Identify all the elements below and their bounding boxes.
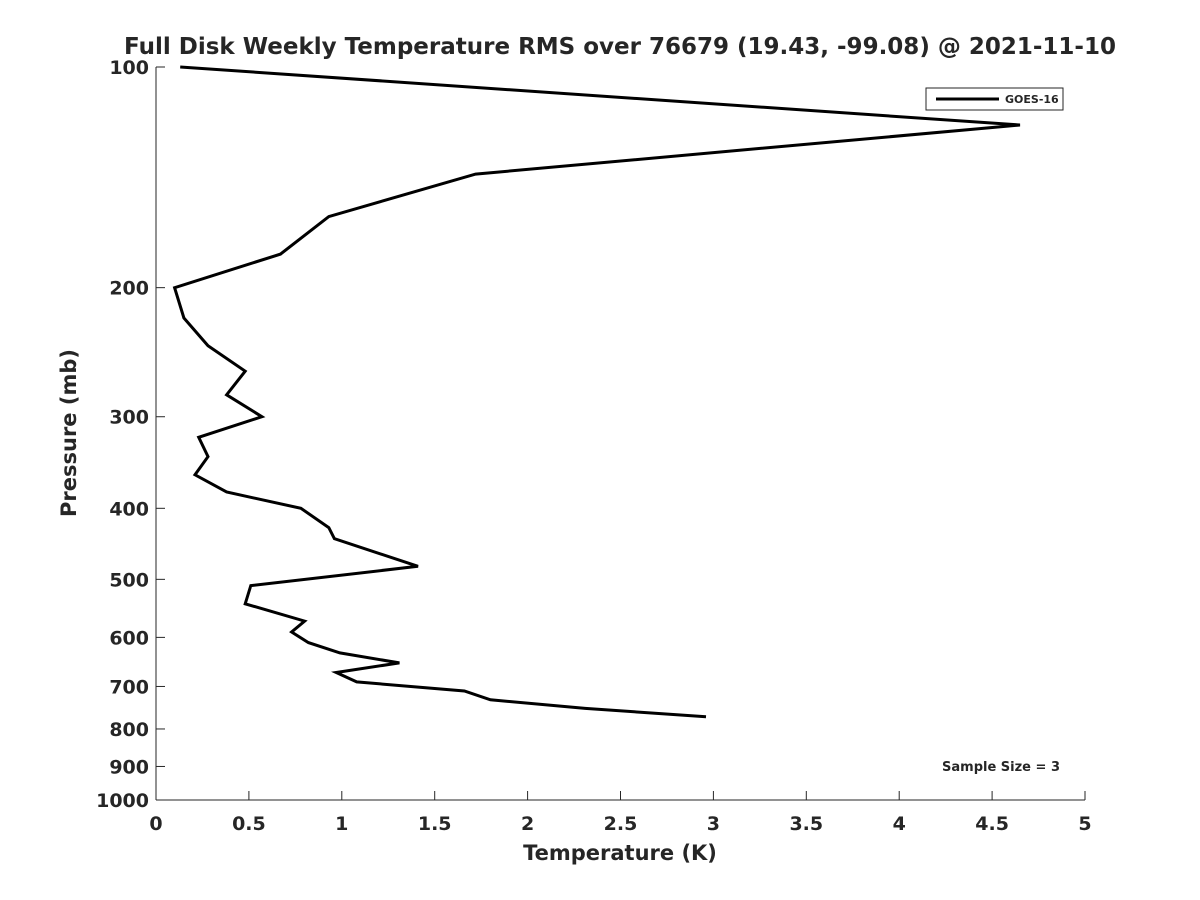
series-line-goes-16 <box>172 65 1021 719</box>
legend: GOES-16 <box>925 87 1064 111</box>
y-tick-label: 1000 <box>96 790 149 812</box>
legend-label: GOES-16 <box>1005 93 1059 106</box>
x-tick-label: 1 <box>335 813 348 835</box>
x-axis-title: Temperature (K) <box>523 841 717 865</box>
chart-title: Full Disk Weekly Temperature RMS over 76… <box>124 34 1116 60</box>
x-tick-label: 4.5 <box>975 813 1009 835</box>
x-tick-label: 3.5 <box>789 813 823 835</box>
x-tick-label: 4 <box>893 813 906 835</box>
y-tick-label: 600 <box>109 627 149 649</box>
y-tick-label: 200 <box>109 278 149 300</box>
y-tick-label: 400 <box>109 498 149 520</box>
x-tick-label: 5 <box>1078 813 1091 835</box>
y-axis-title: Pressure (mb) <box>57 349 81 517</box>
x-tick-label: 0.5 <box>232 813 266 835</box>
x-tick-label: 3 <box>707 813 720 835</box>
y-tick-label: 900 <box>109 756 149 778</box>
x-tick-label: 1.5 <box>418 813 452 835</box>
series-layer <box>172 65 1021 719</box>
y-axis-ticks: 100 200 300 400 500 600 700 800 900 1000 <box>96 57 165 812</box>
y-tick-label: 100 <box>109 57 149 79</box>
y-tick-label: 500 <box>109 569 149 591</box>
y-tick-label: 800 <box>109 719 149 741</box>
x-tick-label: 2 <box>521 813 534 835</box>
x-tick-label: 0 <box>149 813 162 835</box>
x-tick-label: 2.5 <box>604 813 638 835</box>
x-axis-ticks: 0 0.5 1 1.5 2 2.5 3 3.5 4 4.5 5 <box>149 791 1092 835</box>
y-tick-label: 300 <box>109 407 149 429</box>
plot-area <box>156 67 1085 800</box>
y-tick-label: 700 <box>109 676 149 698</box>
sample-size-note: Sample Size = 3 <box>942 760 1060 775</box>
